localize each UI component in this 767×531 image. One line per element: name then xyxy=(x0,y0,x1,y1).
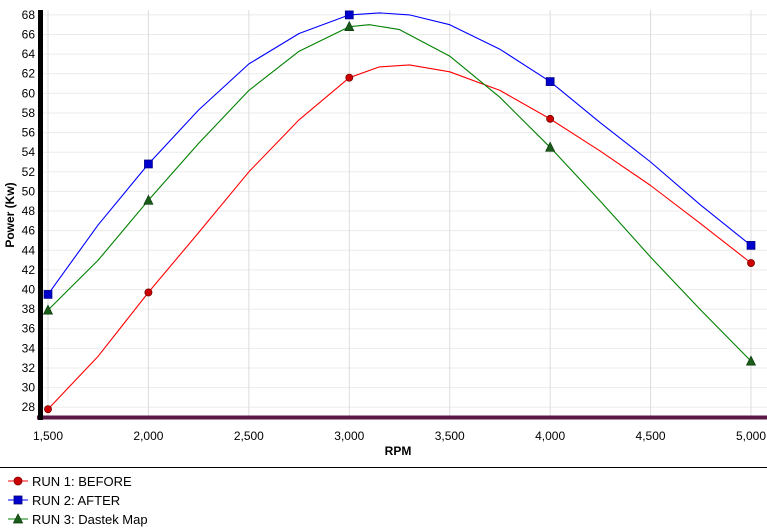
x-tick-label: 4,000 xyxy=(535,429,565,443)
y-tick-label: 48 xyxy=(22,204,36,218)
series-line-run2 xyxy=(47,12,752,295)
y-axis-title: Power (Kw) xyxy=(3,182,17,247)
y-tick-label: 28 xyxy=(22,400,36,414)
data-point-run1 xyxy=(144,288,153,297)
x-tick-label: 2,500 xyxy=(234,429,264,443)
data-point-run3 xyxy=(344,20,355,32)
data-point-run1 xyxy=(747,259,755,267)
data-point-run1 xyxy=(345,73,354,82)
data-point-run3 xyxy=(745,355,757,366)
y-tick-label: 68 xyxy=(22,8,36,22)
legend-label-run2: RUN 2: AFTER xyxy=(32,492,121,508)
grid xyxy=(40,10,767,417)
data-point-run2 xyxy=(144,159,153,169)
data-point-run3 xyxy=(143,194,154,205)
x-tick-labels: 1,500 2,000 2,500 3,000 3,500 4,000 4,500 5,000 xyxy=(33,429,766,443)
y-tick-label: 44 xyxy=(22,243,36,257)
series-line-run1 xyxy=(47,64,752,410)
data-point-run1 xyxy=(44,405,52,414)
y-tick-label: 66 xyxy=(22,28,36,42)
legend: RUN 1: BEFORE RUN 2: AFTER RUN 3: Dastek… xyxy=(0,467,767,531)
power-chart: 28 30 32 34 36 38 40 42 44 46 48 50 52 54 56 58 60 62 64 66… xyxy=(3,8,767,458)
data-point-run2 xyxy=(545,77,555,86)
y-tick-label: 52 xyxy=(22,165,36,179)
x-tick-label: 3,000 xyxy=(334,429,364,443)
x-tick-label: 4,500 xyxy=(636,429,666,443)
data-point-run2 xyxy=(43,290,53,299)
square-marker-icon xyxy=(8,495,28,505)
data-markers xyxy=(42,10,757,414)
legend-label-run1: RUN 1: BEFORE xyxy=(32,473,132,489)
data-point-run3 xyxy=(545,141,556,152)
x-tick-label: 1,500 xyxy=(33,429,63,443)
y-tick-label: 54 xyxy=(22,145,36,159)
y-tick-label: 58 xyxy=(22,106,36,120)
x-tick-label: 2,000 xyxy=(133,429,163,443)
y-tick-label: 62 xyxy=(22,67,36,81)
y-tick-label: 60 xyxy=(22,86,36,100)
legend-item-run2: RUN 2: AFTER xyxy=(8,491,120,509)
data-point-run2 xyxy=(344,10,354,20)
data-point-run1 xyxy=(546,114,555,123)
y-tick-label: 40 xyxy=(22,283,36,297)
y-tick-label: 30 xyxy=(22,381,36,395)
triangle-marker-icon xyxy=(8,513,28,524)
series-line-run3 xyxy=(47,24,752,362)
circle-marker-icon xyxy=(8,476,28,486)
x-tick-label: 5,000 xyxy=(736,429,766,443)
series-lines xyxy=(47,12,752,410)
x-tick-label: 3,500 xyxy=(435,429,465,443)
y-tick-label: 42 xyxy=(22,263,36,277)
y-tick-label: 36 xyxy=(22,322,36,336)
x-axis-title: RPM xyxy=(385,444,412,458)
y-tick-labels: 28 30 32 34 36 38 40 42 44 46 48 50 52 54 56 58 60 62 64 66… xyxy=(22,8,36,414)
legend-item-run3: RUN 3: Dastek Map xyxy=(8,510,148,528)
y-tick-label: 64 xyxy=(22,47,36,61)
data-point-run3 xyxy=(42,304,54,315)
y-tick-label: 50 xyxy=(22,184,36,198)
y-tick-label: 46 xyxy=(22,224,36,238)
y-tick-label: 38 xyxy=(22,302,36,316)
legend-item-run1: RUN 1: BEFORE xyxy=(8,472,132,490)
y-tick-label: 32 xyxy=(22,361,36,375)
y-tick-label: 34 xyxy=(22,341,36,355)
legend-label-run3: RUN 3: Dastek Map xyxy=(32,511,148,527)
data-point-run2 xyxy=(746,241,756,250)
y-tick-label: 56 xyxy=(22,126,36,140)
